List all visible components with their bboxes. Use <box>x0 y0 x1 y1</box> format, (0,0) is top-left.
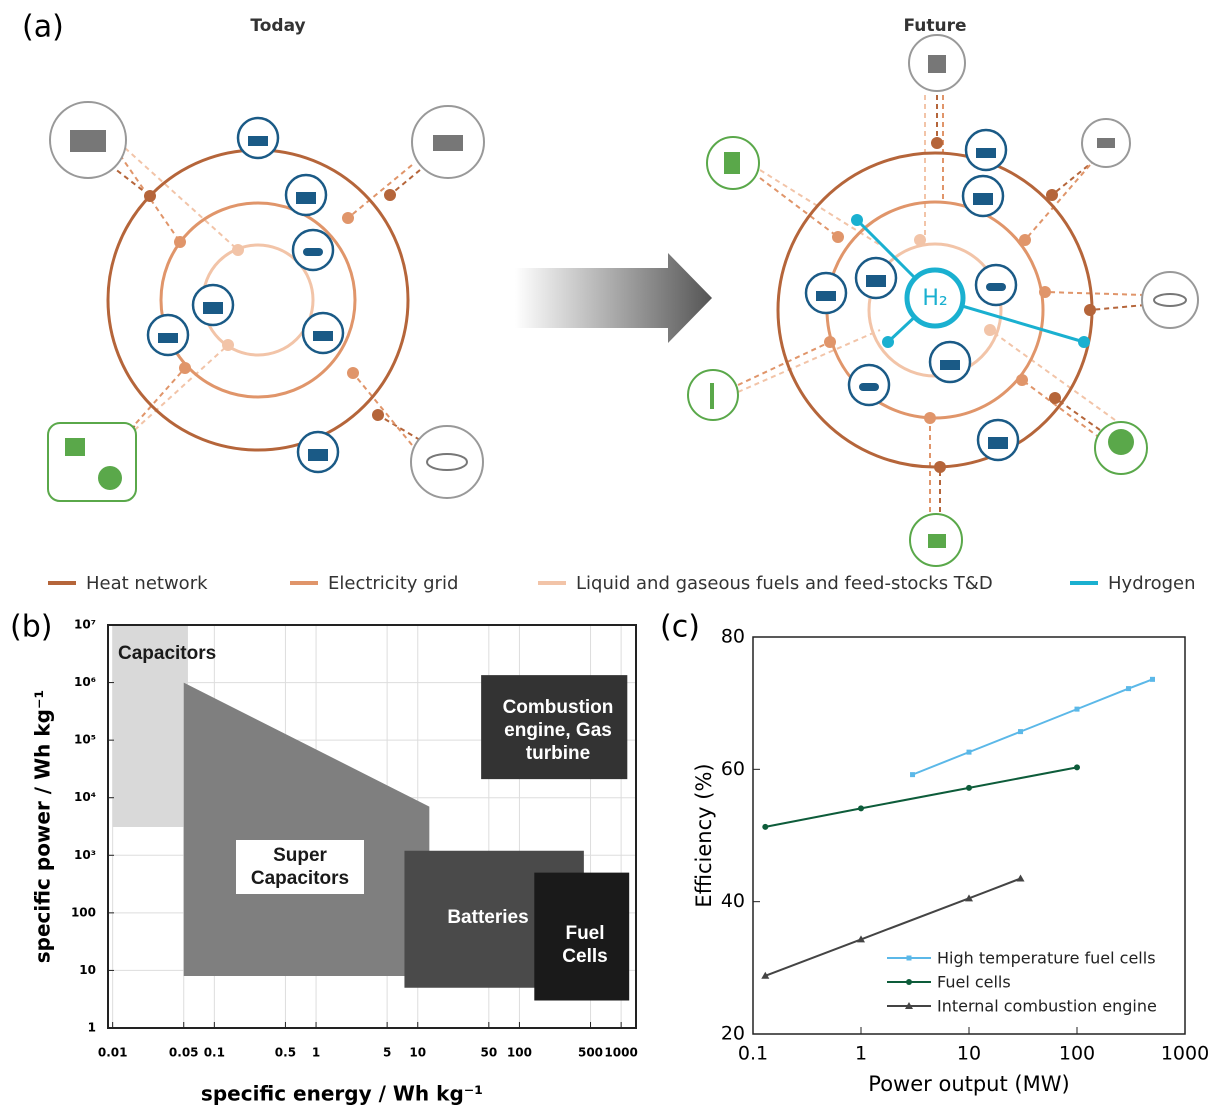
region-label: Combustion engine, Gas turbine <box>488 696 628 765</box>
figure: (a) Today Future <box>0 0 1210 1108</box>
legend-label: Hydrogen <box>1108 573 1196 594</box>
x-axis-title: specific energy / Wh kg⁻¹ <box>201 1082 483 1106</box>
legend-marker <box>906 979 912 985</box>
source-icons <box>50 35 1198 498</box>
x-tick-label: 1000 <box>604 1046 637 1060</box>
marker <box>1017 875 1025 882</box>
panel-a: (a) Today Future <box>22 10 1198 595</box>
x-axis-title: Power output (MW) <box>868 1072 1069 1096</box>
x-tick-label: 0.1 <box>204 1046 225 1060</box>
legend: Heat network Electricity grid Liquid and g… <box>48 573 1196 594</box>
x-tick-label: 1 <box>312 1046 320 1060</box>
legend-label: Heat network <box>86 573 208 594</box>
legend-label: Fuel cells <box>937 973 1011 992</box>
y-tick-label: 10⁵ <box>74 733 96 747</box>
y-tick-label: 40 <box>721 890 745 912</box>
marker <box>1018 729 1023 734</box>
y-tick-label: 10³ <box>74 848 96 862</box>
y-tick-label: 1 <box>88 1021 96 1035</box>
marker <box>858 805 864 811</box>
source-glyphs <box>70 55 1186 470</box>
today-title: Today <box>250 16 305 36</box>
x-tick-label: 50 <box>480 1046 497 1060</box>
y-tick-label: 100 <box>71 905 96 919</box>
marker <box>1074 764 1080 770</box>
legend-label: Liquid and gaseous fuels and feed-stocks… <box>576 573 993 594</box>
legend-marker <box>907 956 912 961</box>
transition-arrow <box>515 253 712 343</box>
y-tick-label: 10⁷ <box>74 618 96 632</box>
y-axis-title: specific power / Wh kg⁻¹ <box>31 690 55 964</box>
y-tick-label: 80 <box>721 626 745 648</box>
panel-label: (b) <box>10 610 52 645</box>
marker <box>966 785 972 791</box>
region-label: Fuel Cells <box>542 922 628 968</box>
x-tick-label: 1 <box>855 1043 867 1065</box>
y-tick-label: 10⁶ <box>74 675 96 689</box>
x-tick-label: 0.5 <box>275 1046 296 1060</box>
y-tick-label: 20 <box>721 1023 745 1045</box>
hub-label: H₂ <box>922 286 947 311</box>
x-tick-label: 10 <box>409 1046 426 1060</box>
x-tick-label: 100 <box>507 1046 532 1060</box>
marker <box>1075 707 1080 712</box>
y-axis-title: Efficiency (%) <box>692 763 716 907</box>
region <box>184 683 430 976</box>
legend-label: Electricity grid <box>328 573 458 594</box>
panel-label: (a) <box>22 10 64 45</box>
marker <box>1150 677 1155 682</box>
marker <box>967 750 972 755</box>
series-line <box>765 767 1077 827</box>
marker <box>910 772 915 777</box>
panel-label: (c) <box>660 610 700 645</box>
legend-label: Internal combustion engine <box>937 997 1157 1016</box>
series-line <box>913 679 1153 774</box>
y-tick-label: 10 <box>79 963 96 977</box>
x-tick-label: 0.1 <box>738 1043 768 1065</box>
future-title: Future <box>903 16 966 36</box>
x-tick-label: 500 <box>578 1046 603 1060</box>
x-tick-label: 5 <box>383 1046 391 1060</box>
x-tick-label: 100 <box>1059 1043 1095 1065</box>
region-label: Super Capacitors <box>236 840 364 894</box>
x-tick-label: 0.01 <box>98 1046 128 1060</box>
legend-label: High temperature fuel cells <box>937 949 1156 968</box>
y-tick-label: 60 <box>721 758 745 780</box>
x-tick-label: 10 <box>957 1043 981 1065</box>
marker <box>1126 686 1131 691</box>
y-tick-label: 10⁴ <box>74 790 96 804</box>
region-label: Batteries <box>438 906 538 929</box>
marker <box>762 824 768 830</box>
x-tick-label: 0.05 <box>169 1046 199 1060</box>
x-tick-label: 1000 <box>1161 1043 1209 1065</box>
region-label: Capacitors <box>118 642 238 665</box>
